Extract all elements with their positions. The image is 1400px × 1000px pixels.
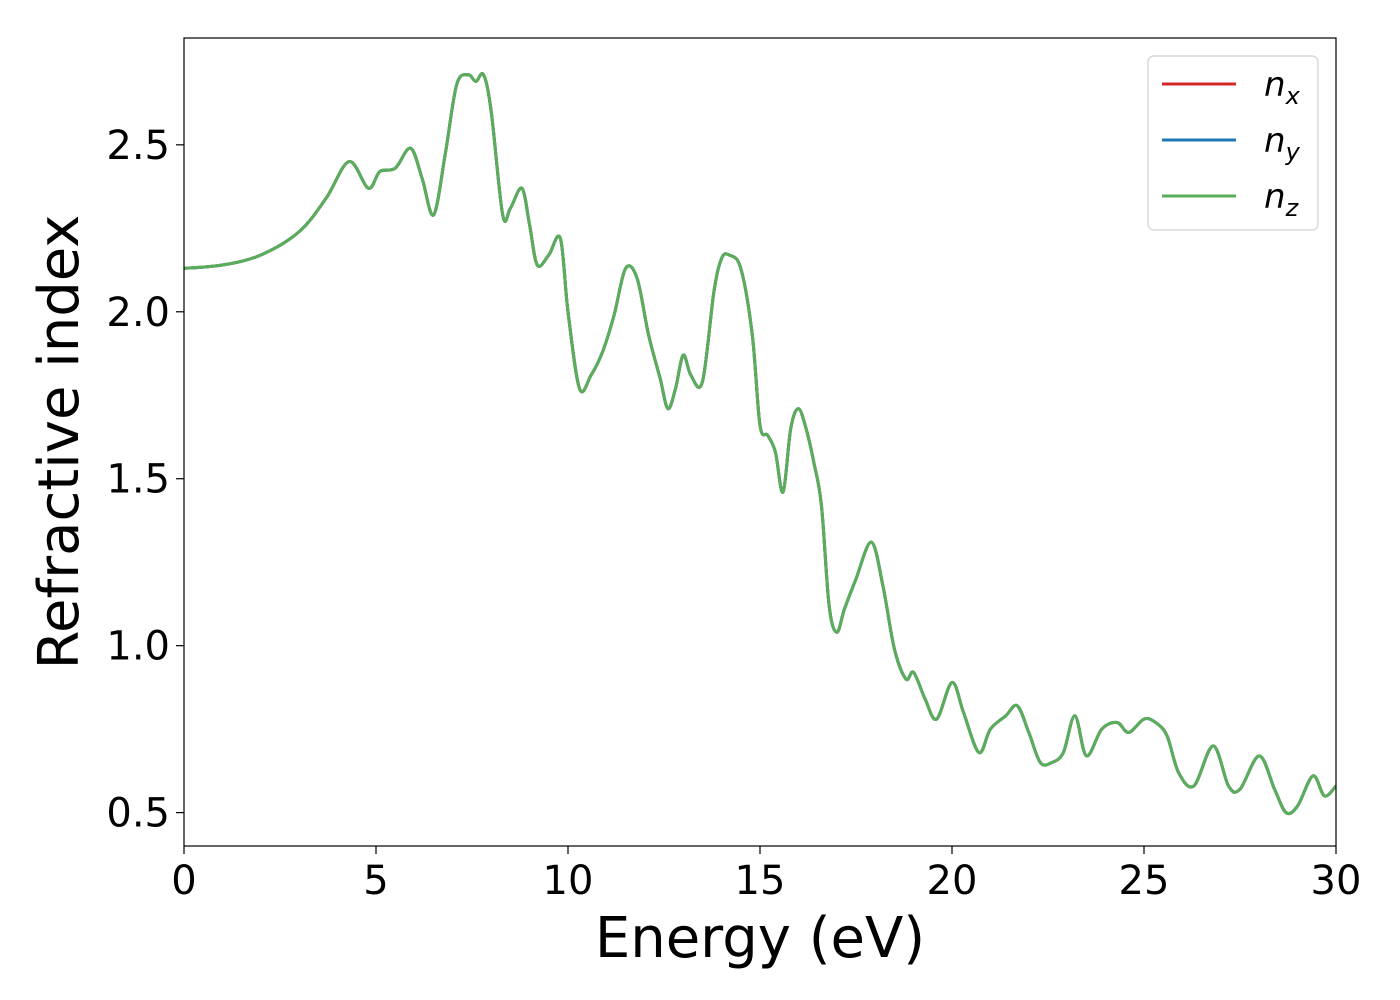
y-axis-label: Refractive index — [27, 215, 92, 670]
x-axis-ticks: 0 5 10 15 20 25 30 — [171, 846, 1361, 904]
legend-label-n-z: nz — [1264, 177, 1300, 222]
y-tick-label: 1.0 — [106, 624, 170, 670]
series-line-n-z — [184, 72, 1336, 816]
y-tick-label: 0.5 — [106, 791, 170, 837]
legend-label-base: n — [1264, 65, 1286, 105]
plot-area — [184, 38, 1336, 846]
x-tick-label: 25 — [1119, 858, 1170, 904]
x-tick-label: 0 — [171, 858, 196, 904]
x-tick-label: 5 — [363, 858, 388, 904]
series-layer — [184, 72, 1336, 816]
x-tick-label: 10 — [543, 858, 594, 904]
legend-label-base: n — [1264, 121, 1286, 161]
x-tick-label: 15 — [735, 858, 786, 904]
legend-label-n-x: nx — [1264, 65, 1301, 110]
legend-label-base: n — [1264, 177, 1286, 217]
legend-label-subscript: y — [1285, 138, 1301, 166]
legend-box — [1147, 55, 1319, 231]
y-axis-ticks: 0.5 1.0 1.5 2.0 2.5 — [106, 123, 184, 837]
legend-label-n-y: ny — [1264, 121, 1301, 166]
x-tick-label: 30 — [1311, 858, 1362, 904]
legend-label-subscript: x — [1285, 82, 1301, 110]
y-tick-label: 1.5 — [106, 457, 170, 503]
x-tick-label: 20 — [927, 858, 978, 904]
legend-label-subscript: z — [1285, 194, 1300, 222]
y-tick-label: 2.5 — [106, 123, 170, 169]
x-axis-label: Energy (eV) — [595, 906, 925, 971]
y-tick-label: 2.0 — [106, 290, 170, 336]
